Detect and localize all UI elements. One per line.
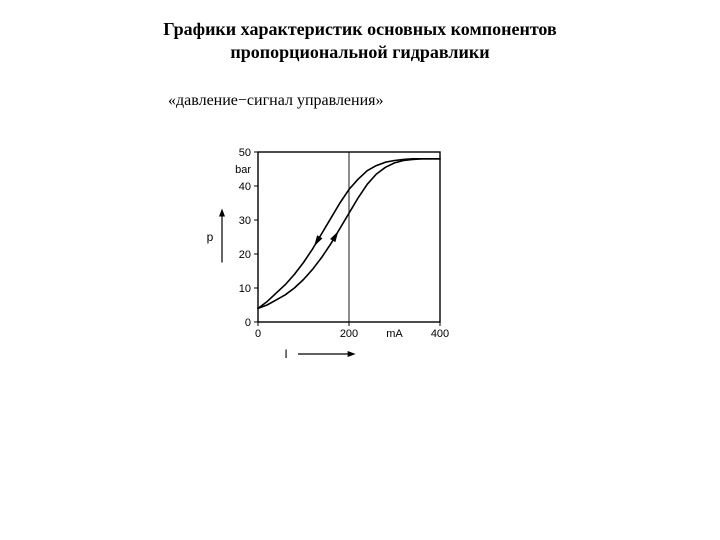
- page-title: Графики характеристик основных компонент…: [0, 18, 720, 63]
- chart-svg: 0 10 20 30 40 50 bar 0 200 400 mA p I: [200, 140, 460, 370]
- svg-text:0: 0: [245, 317, 251, 329]
- svg-text:10: 10: [239, 283, 251, 295]
- title-line-1: Графики характеристик основных компонент…: [163, 19, 556, 39]
- svg-text:mA: mA: [386, 328, 403, 340]
- svg-text:30: 30: [239, 215, 251, 227]
- svg-text:20: 20: [239, 249, 251, 261]
- svg-text:p: p: [207, 230, 214, 244]
- svg-text:0: 0: [255, 328, 261, 340]
- svg-text:bar: bar: [235, 164, 251, 176]
- svg-text:40: 40: [239, 181, 251, 193]
- svg-text:I: I: [284, 347, 287, 361]
- chart-container: 0 10 20 30 40 50 bar 0 200 400 mA p I: [200, 140, 460, 370]
- svg-text:200: 200: [340, 328, 358, 340]
- title-line-2: пропорциональной гидравлики: [230, 42, 489, 62]
- chart-subtitle: «давление−сигнал управления»: [168, 92, 384, 110]
- svg-text:50: 50: [239, 147, 251, 159]
- page: Графики характеристик основных компонент…: [0, 0, 720, 540]
- svg-text:400: 400: [431, 328, 449, 340]
